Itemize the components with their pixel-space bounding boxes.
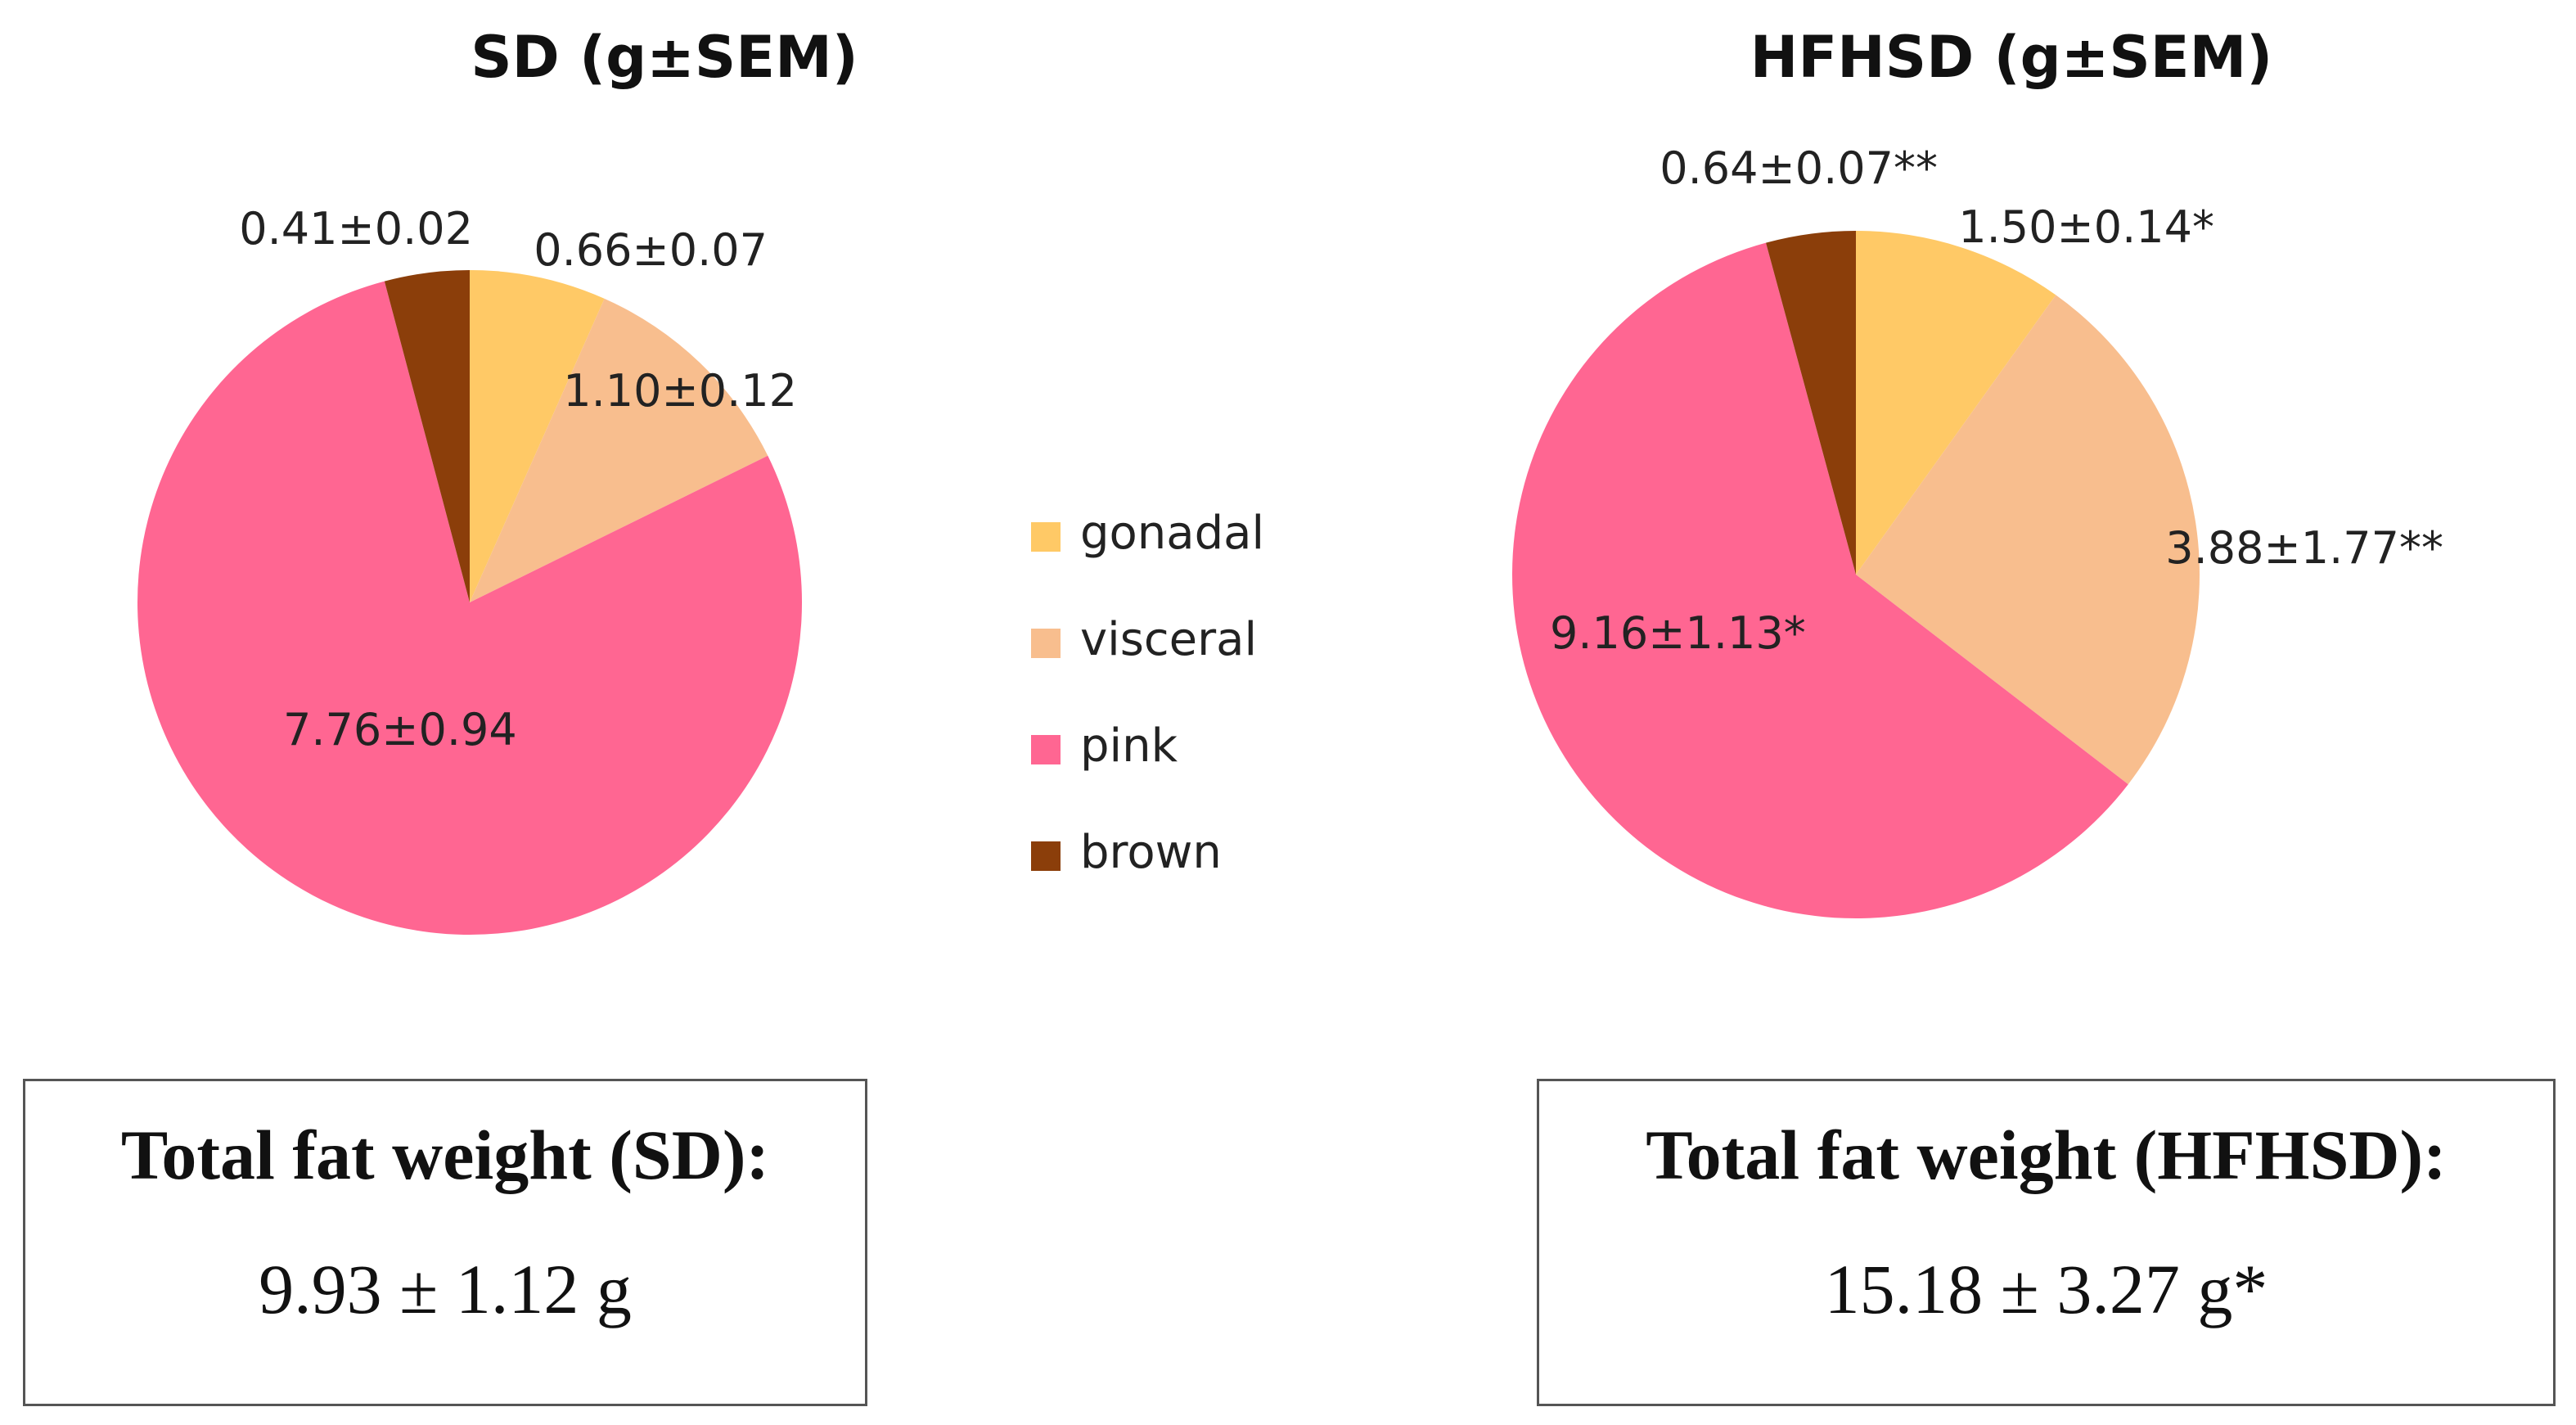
hfhsd-chart-title: HFHSD (g±SEM) [1750,24,2273,91]
legend-swatch-gonadal [1031,522,1061,552]
sd-data-label-visceral: 1.10±0.12 [563,365,797,417]
sd-pie-slice-gonadal [470,269,605,602]
hfhsd-pie-slice-gonadal [1856,231,2056,575]
hfhsd-data-label-brown: 0.64±0.07** [1660,142,1938,194]
sd-pie-slice-visceral [470,298,768,602]
total-fat-weight-sd-value: 9.93 ± 1.12 g [259,1250,632,1328]
hfhsd-data-label-visceral: 3.88±1.77** [2165,522,2443,574]
sd-pie-slice-pink [137,281,803,936]
total-fat-weight-hfhsd-title: Total fat weight (HFHSD): [1646,1116,2447,1194]
hfhsd-pie-slice-visceral [1856,295,2200,785]
sd-pie-slice-brown [384,270,470,602]
total-fat-weight-hfhsd-box: Total fat weight (HFHSD): 15.18 ± 3.27 g… [1537,1079,2556,1406]
sd-chart-title: SD (g±SEM) [471,24,858,91]
legend-label-brown: brown [1080,826,1222,879]
hfhsd-data-label-gonadal: 1.50±0.14* [1958,201,2214,253]
total-fat-weight-sd-title: Total fat weight (SD): [120,1116,770,1194]
sd-data-label-brown: 0.41±0.02 [239,203,473,255]
sd-data-label-gonadal: 0.66±0.07 [534,224,768,276]
legend-label-gonadal: gonadal [1080,507,1264,560]
legend-label-pink: pink [1080,719,1178,773]
legend-swatch-brown [1031,841,1061,871]
legend-swatch-visceral [1031,629,1061,658]
total-fat-weight-sd-box: Total fat weight (SD): 9.93 ± 1.12 g [23,1079,867,1406]
hfhsd-pie-slice-pink [1512,242,2128,918]
legend-swatch-pink [1031,735,1061,764]
legend-label-visceral: visceral [1080,613,1257,666]
hfhsd-pie-slice-brown [1766,231,1856,575]
sd-data-label-pink: 7.76±0.94 [283,704,517,755]
total-fat-weight-hfhsd-value: 15.18 ± 3.27 g* [1824,1250,2268,1328]
hfhsd-data-label-pink: 9.16±1.13* [1550,607,1806,659]
